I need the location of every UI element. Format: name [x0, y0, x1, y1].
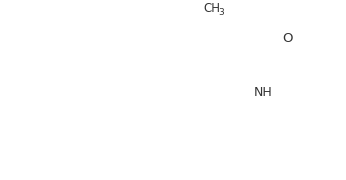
- Text: CH: CH: [204, 2, 221, 15]
- Text: 3: 3: [219, 8, 224, 17]
- Text: O: O: [282, 32, 293, 45]
- Text: NH: NH: [254, 86, 273, 99]
